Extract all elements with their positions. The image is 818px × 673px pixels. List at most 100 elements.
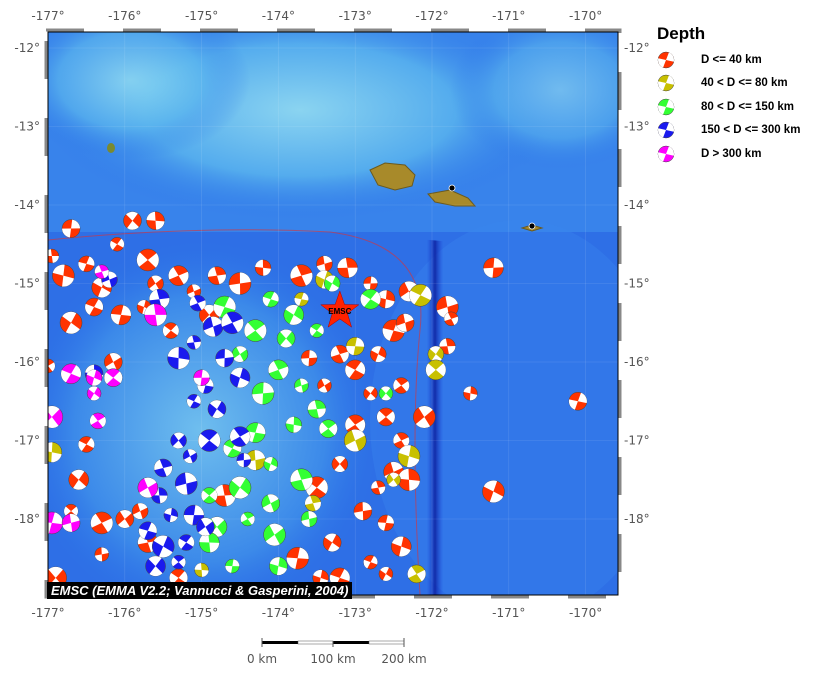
focal-mechanism bbox=[228, 476, 252, 499]
lon-tick-label: -173° bbox=[339, 606, 372, 620]
focal-mechanism bbox=[369, 345, 387, 363]
beachball bbox=[657, 145, 675, 162]
focal-mechanism bbox=[397, 444, 421, 468]
focal-mechanism bbox=[378, 566, 394, 582]
legend-item: 150 < D <= 300 km bbox=[657, 119, 800, 143]
beachball bbox=[657, 98, 675, 115]
scale-bar bbox=[261, 638, 405, 647]
lat-tick-label: -18° bbox=[624, 512, 650, 526]
focal-mechanism bbox=[240, 511, 255, 527]
focal-mechanism bbox=[60, 363, 82, 385]
lat-tick-label: -16° bbox=[14, 355, 40, 369]
focal-mechanism bbox=[290, 264, 313, 287]
lat-tick-label: -15° bbox=[624, 277, 650, 291]
focal-mechanism bbox=[337, 257, 358, 279]
focal-mechanism bbox=[251, 382, 275, 405]
focal-mechanism bbox=[59, 311, 83, 334]
focal-mechanism bbox=[330, 344, 350, 364]
beachball bbox=[657, 51, 675, 68]
lon-tick-label: -174° bbox=[262, 606, 295, 620]
focal-mechanism bbox=[115, 509, 135, 529]
focal-mechanism bbox=[123, 211, 142, 230]
focal-mechanism bbox=[182, 448, 198, 464]
lon-tick-label: -177° bbox=[31, 9, 64, 23]
legend-label: D > 300 km bbox=[701, 147, 762, 160]
focal-mechanism bbox=[52, 264, 75, 287]
focal-mechanism bbox=[319, 419, 338, 438]
focal-mechanism bbox=[207, 399, 227, 419]
beachball bbox=[657, 122, 675, 139]
focal-mechanism bbox=[300, 510, 318, 528]
focal-mechanism bbox=[186, 335, 202, 350]
focal-mechanism bbox=[309, 323, 325, 338]
beachball-icon bbox=[657, 75, 675, 92]
lat-tick-label: -13° bbox=[624, 120, 650, 134]
focal-mechanism bbox=[225, 558, 240, 574]
lat-tick-label: -17° bbox=[624, 434, 650, 448]
focal-mechanism bbox=[363, 554, 378, 570]
lat-tick-label: -13° bbox=[14, 120, 40, 134]
focal-mechanism bbox=[331, 455, 349, 473]
beachball-icon bbox=[657, 122, 675, 139]
focal-mechanism bbox=[61, 513, 81, 533]
focal-mechanism bbox=[215, 348, 234, 368]
focal-mechanism bbox=[207, 266, 227, 285]
focal-mechanism bbox=[483, 257, 504, 279]
map-frame bbox=[44, 28, 622, 599]
focal-mechanism bbox=[283, 304, 305, 326]
focal-mechanism bbox=[360, 288, 381, 310]
focal-mechanism bbox=[78, 436, 95, 453]
focal-mechanism bbox=[89, 412, 107, 430]
focal-mechanism bbox=[68, 469, 89, 490]
focal-mechanism bbox=[186, 394, 202, 409]
epicenter-star: EMSC bbox=[320, 290, 360, 328]
focal-mechanism bbox=[395, 313, 415, 332]
city-marker bbox=[448, 184, 456, 192]
legend-label: 150 < D <= 300 km bbox=[701, 124, 801, 137]
focal-mechanism bbox=[131, 502, 149, 520]
focal-mechanism bbox=[363, 276, 378, 291]
lon-tick-label: -175° bbox=[185, 606, 218, 620]
focal-mechanism bbox=[48, 511, 64, 535]
focal-mechanism bbox=[407, 564, 426, 584]
focal-mechanism bbox=[304, 495, 322, 512]
focal-mechanism bbox=[409, 284, 432, 307]
focal-mechanism bbox=[193, 369, 210, 386]
focal-mechanism bbox=[78, 255, 95, 273]
focal-mechanism bbox=[413, 405, 436, 429]
beachball bbox=[657, 75, 675, 92]
focal-mechanism bbox=[344, 359, 366, 381]
focal-mechanism bbox=[86, 386, 102, 401]
focal-mechanism bbox=[228, 272, 252, 295]
focal-mechanism bbox=[439, 338, 456, 355]
focal-mechanism bbox=[229, 367, 251, 388]
credit-label: EMSC (EMMA V2.2; Vannucci & Gasperini, 2… bbox=[47, 582, 353, 599]
focal-mechanism bbox=[153, 458, 173, 478]
lat-tick-label: -14° bbox=[14, 198, 40, 212]
focal-mechanism bbox=[90, 511, 114, 535]
lon-tick-label: -175° bbox=[185, 9, 218, 23]
island-savaii bbox=[369, 162, 416, 191]
lon-tick-label: -170° bbox=[569, 9, 602, 23]
legend-item: 80 < D <= 150 km bbox=[657, 95, 800, 119]
focal-mechanism bbox=[221, 311, 244, 334]
focal-mechanism bbox=[231, 345, 249, 363]
focal-mechanism bbox=[254, 259, 272, 277]
focal-mechanism bbox=[261, 494, 280, 513]
focal-mechanism bbox=[236, 452, 252, 468]
focal-mechanism bbox=[370, 480, 386, 495]
lat-tick-label: -15° bbox=[14, 277, 40, 291]
legend-label: D <= 40 km bbox=[701, 53, 762, 66]
focal-mechanism bbox=[386, 472, 401, 487]
focal-mechanism bbox=[110, 304, 132, 326]
focal-mechanism bbox=[147, 275, 164, 292]
focal-mechanism bbox=[136, 248, 160, 272]
focal-mechanism bbox=[48, 358, 56, 374]
focal-mechanism bbox=[443, 311, 459, 327]
focal-mechanism bbox=[85, 369, 103, 386]
focal-mechanism bbox=[170, 432, 187, 449]
legend-label: 80 < D <= 150 km bbox=[701, 100, 795, 113]
focal-mechanism bbox=[263, 456, 278, 472]
focal-mechanism bbox=[137, 477, 159, 498]
focal-mechanism bbox=[199, 532, 220, 553]
